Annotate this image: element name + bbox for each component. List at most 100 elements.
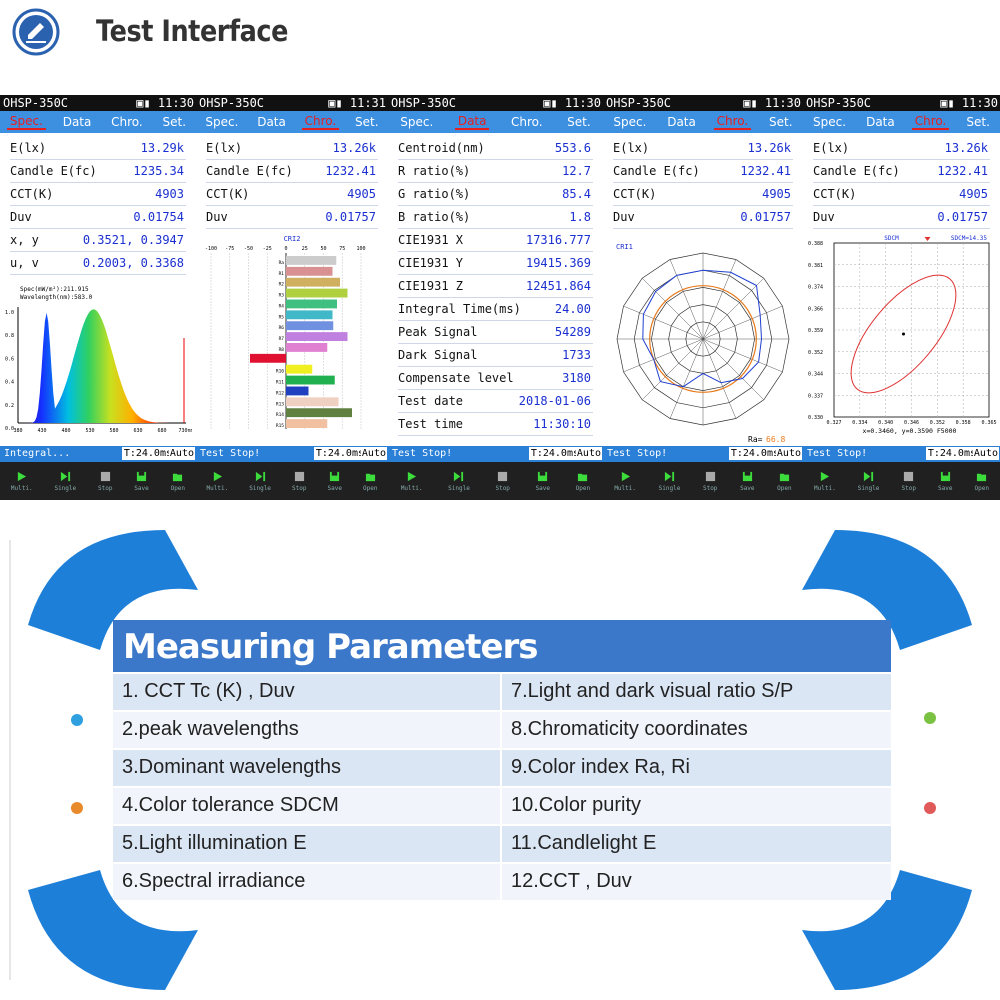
tab-chro[interactable]: Chro.: [301, 114, 340, 130]
device-model: OHSP-350C: [606, 96, 672, 110]
toolbar-multi-button[interactable]: Multi.: [814, 471, 836, 492]
x-tick-label: 480: [61, 428, 70, 434]
toolbar-single-button[interactable]: Single: [249, 471, 271, 492]
open-folder-icon: [779, 473, 789, 481]
tab-data[interactable]: Data: [62, 115, 92, 129]
parameter-row: 5.Light illumination E 11.Candlelight E: [113, 826, 891, 862]
toolbar-stop-button[interactable]: Stop: [495, 471, 510, 492]
toolbar-open-button[interactable]: Open: [576, 471, 590, 492]
toolbar-multi-button[interactable]: Multi.: [11, 471, 33, 492]
tab-data[interactable]: Data: [866, 115, 895, 129]
cri-bar: [286, 419, 328, 428]
measurement-label: CCT(K): [813, 187, 857, 201]
toolbar-multi-button[interactable]: Multi.: [614, 471, 636, 492]
status-line: Test Stop! T:24.0ms Auto: [388, 446, 603, 462]
toolbar-single-button[interactable]: Single: [659, 471, 680, 492]
measurement-value: 0.01757: [740, 210, 791, 224]
stop-icon: [705, 471, 715, 481]
tab-spec[interactable]: Spec.: [6, 114, 46, 130]
tab-chro[interactable]: Chro.: [911, 114, 950, 130]
toolbar-open-button[interactable]: Open: [171, 471, 185, 492]
measurement-row: CIE1931 Y 19415.369: [398, 252, 593, 275]
parameter-item: 3.Dominant wavelengths: [113, 750, 502, 786]
tab-set[interactable]: Set.: [567, 115, 591, 129]
cri-bar: [286, 332, 348, 341]
toolbar-label: Single: [54, 484, 77, 492]
cri-title: CRI2: [284, 235, 301, 243]
cri-bar-chart: CRI2 -100 -75 -50 -25 0 25 50 75 100 Ra R1 R2 R3 R4 R5 R…: [205, 235, 366, 429]
parameter-row: 6.Spectral irradiance 12.CCT , Duv: [113, 864, 891, 900]
toolbar-single-button[interactable]: Single: [54, 471, 76, 492]
radar-spoke: [642, 278, 704, 340]
toolbar-single-button[interactable]: Single: [858, 471, 879, 492]
measurement-row: E(lx) 13.26k: [206, 137, 378, 160]
parameter-row: 4.Color tolerance SDCM 10.Color purity: [113, 788, 891, 824]
auto-mode-button[interactable]: Auto: [168, 447, 195, 460]
toolbar-save-button[interactable]: Save: [740, 471, 755, 492]
toolbar-stop-button[interactable]: Stop: [703, 471, 717, 492]
toolbar-multi-button[interactable]: Multi.: [207, 471, 228, 492]
tab-data[interactable]: Data: [257, 115, 286, 129]
clock-time: 11:30: [564, 96, 601, 110]
toolbar-stop-button[interactable]: Stop: [292, 471, 306, 492]
toolbar-label: Open: [777, 484, 792, 492]
sdcm-title: SDCM: [884, 235, 899, 242]
tab-chro[interactable]: Chro.: [713, 114, 752, 130]
measurement-row: u, v 0.2003, 0.3368: [10, 252, 186, 275]
tab-chro[interactable]: Chro.: [511, 115, 543, 129]
spectrum-curve: [18, 309, 186, 423]
auto-mode-button[interactable]: Auto: [972, 447, 999, 460]
tab-spec[interactable]: Spec.: [613, 115, 647, 129]
tab-set[interactable]: Set.: [966, 115, 990, 129]
measurement-value: 4905: [959, 187, 988, 201]
tab-spec[interactable]: Spec.: [205, 115, 239, 129]
tab-spec[interactable]: Spec.: [813, 115, 847, 129]
measurement-label: Dark Signal: [398, 348, 478, 362]
cri-bar: [286, 288, 348, 298]
toolbar-open-button[interactable]: Open: [974, 471, 989, 492]
toolbar-save-button[interactable]: Save: [327, 471, 342, 492]
toolbar-multi-button[interactable]: Multi.: [401, 471, 423, 492]
battery-icon: ▣▮: [328, 96, 350, 110]
measurement-label: CCT(K): [613, 187, 657, 201]
integration-time: T:24.0ms: [528, 447, 581, 460]
tab-data[interactable]: Data: [454, 114, 490, 130]
device-model: OHSP-350C: [391, 96, 457, 110]
clock: ▣▮ 11:31: [328, 95, 386, 111]
measurement-value: 19415.369: [525, 256, 591, 270]
auto-mode-button[interactable]: Auto: [775, 447, 802, 460]
tab-chro[interactable]: Chro.: [111, 115, 143, 129]
toolbar-save-button[interactable]: Save: [134, 471, 149, 492]
cri-label: R7: [279, 336, 285, 342]
tab-set[interactable]: Set.: [769, 115, 793, 129]
tab-set[interactable]: Set.: [162, 115, 187, 129]
auto-mode-button[interactable]: Auto: [575, 447, 602, 460]
toolbar-save-button[interactable]: Save: [938, 471, 952, 492]
tab-spec[interactable]: Spec.: [400, 115, 434, 129]
toolbar-stop-button[interactable]: Stop: [901, 471, 916, 492]
toolbar-open-button[interactable]: Open: [777, 471, 792, 492]
toolbar-label: Save: [937, 484, 953, 492]
parameter-item: 2.peak wavelengths: [113, 712, 502, 748]
toolbar-label: Multi.: [10, 484, 33, 492]
auto-mode-button[interactable]: Auto: [360, 447, 387, 460]
measurement-label: CIE1931 X: [398, 233, 464, 247]
toolbar-label: Stop: [702, 484, 718, 492]
toolbar-stop-button[interactable]: Stop: [98, 471, 112, 492]
battery-icon: ▣▮: [743, 96, 765, 110]
measurement-label: Peak Signal: [398, 325, 478, 339]
x-tick-label: -25: [263, 246, 272, 252]
toolbar-single-button[interactable]: Single: [448, 471, 470, 492]
battery-icon: ▣▮: [543, 96, 565, 110]
cri-label: R10: [276, 369, 284, 375]
measurement-value: 1235.34: [133, 164, 184, 178]
measurement-row: E(lx) 13.26k: [813, 137, 990, 160]
measurement-row: Dark Signal 1733: [398, 344, 593, 367]
tab-set[interactable]: Set.: [355, 115, 379, 129]
toolbar-open-button[interactable]: Open: [363, 471, 377, 492]
toolbar-save-button[interactable]: Save: [536, 471, 550, 492]
integration-time: T:24.0ms: [728, 447, 781, 460]
radar-title: CRI1: [616, 243, 633, 251]
tab-data[interactable]: Data: [667, 115, 696, 129]
measurement-row: E(lx) 13.26k: [613, 137, 793, 160]
